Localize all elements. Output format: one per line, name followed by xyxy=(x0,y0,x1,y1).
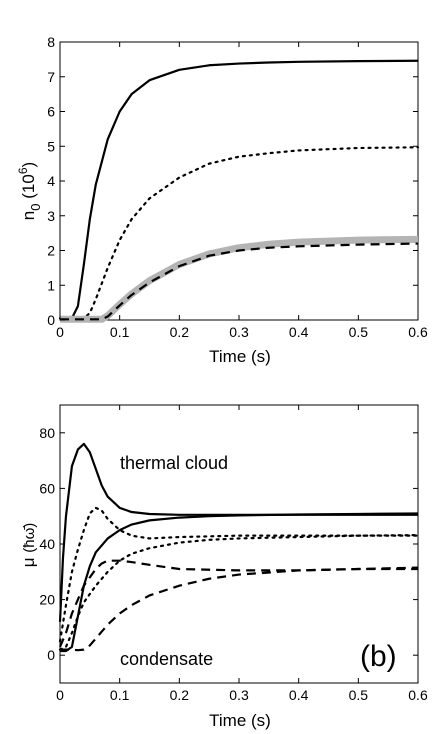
panel-a-series-dotted-1 xyxy=(58,146,420,320)
panel-b-series-solid-1 xyxy=(60,512,419,653)
annotation-thermal-cloud: thermal cloud xyxy=(120,453,228,473)
panel-b-x-tick-label: 0.2 xyxy=(170,687,190,703)
panel-a-y-label: n0 (106) xyxy=(16,162,43,220)
panel-b-series-dotted-2 xyxy=(58,506,420,643)
panel-b-x-tick-label: 0.5 xyxy=(349,687,369,703)
panel-b-plot-area: 0 0.1 0.2 0.3 0.4 0.5 0.6 0 20 40 60 80 xyxy=(39,404,428,703)
panel-a-x-tick-label: 0.6 xyxy=(408,324,428,340)
panel-b-y-label: μ (ħω̄) xyxy=(19,523,38,568)
panel-a-y-tick-label: 5 xyxy=(47,138,55,154)
panel-a-y-tick-label: 0 xyxy=(47,312,55,328)
panel-b-series-dashed-5 xyxy=(60,566,419,652)
panel-b-y-tick-label: 0 xyxy=(47,647,55,663)
panel-a-series-dashed-3 xyxy=(60,242,419,321)
panel-a-x-tick-label: 0.1 xyxy=(110,324,130,340)
panel-a-y-tick-label: 7 xyxy=(47,69,55,85)
svg-text:n0 (106): n0 (106) xyxy=(16,162,43,220)
panel-b-x-tick-label: 0.3 xyxy=(229,687,249,703)
panel-b-tag: (b) xyxy=(360,640,397,673)
panel-a-y-label-main: n xyxy=(19,211,38,220)
panel-a-y-tick-label: 3 xyxy=(47,208,55,224)
panel-a-y-label-unit: (10 xyxy=(19,174,38,199)
panel-b-x-tick-label: 0.4 xyxy=(289,687,309,703)
panel-b: 0 0.1 0.2 0.3 0.4 0.5 0.6 0 20 40 60 80 μ (ħω̄) Tim… xyxy=(19,404,428,730)
panel-b-y-tick-label: 40 xyxy=(39,536,55,552)
panel-b-x-tick-label: 0.6 xyxy=(408,687,428,703)
panel-b-y-tick-label: 80 xyxy=(39,425,55,441)
panel-a-x-tick-label: 0.4 xyxy=(289,324,309,340)
panel-b-y-label-unit: (ħω̄) xyxy=(21,523,38,553)
panel-b-y-tick-label: 20 xyxy=(39,592,55,608)
panel-b-series-dashed-4 xyxy=(58,559,418,648)
panel-a-y-tick-label: 4 xyxy=(47,173,55,189)
panel-a-x-label: Time (s) xyxy=(209,347,271,366)
panel-b-series-dotted-3 xyxy=(58,534,420,651)
panel-a-x-tick-label: 0.5 xyxy=(349,324,369,340)
panel-b-x-tick-label: 0 xyxy=(56,687,64,703)
panel-a-y-label-sub: 0 xyxy=(28,203,43,210)
panel-a-y-label-close: ) xyxy=(19,162,38,168)
panel-a-plot-area: 0 0.1 0.2 0.3 0.4 0.5 0.6 0 1 2 3 4 5 6 7 8 xyxy=(47,34,428,340)
panel-b-y-tick-label: 60 xyxy=(39,480,55,496)
panel-b-x-tick-label: 0.1 xyxy=(110,687,130,703)
panel-a-y-tick-label: 1 xyxy=(47,277,55,293)
panel-a-y-label-exp: 6 xyxy=(16,167,30,174)
panel-b-series-solid-0 xyxy=(58,442,418,622)
panel-a-frame xyxy=(59,41,419,321)
panel-a-x-tick-label: 0.2 xyxy=(170,324,190,340)
annotation-condensate: condensate xyxy=(120,649,213,669)
panel-b-y-label-main: μ xyxy=(19,557,38,567)
panel-b-x-label: Time (s) xyxy=(209,711,271,730)
panel-a-x-tick-label: 0 xyxy=(56,324,64,340)
panel-a-y-tick-label: 6 xyxy=(47,104,55,120)
panel-a-y-tick-label: 2 xyxy=(47,243,55,259)
panel-a-y-tick-label: 8 xyxy=(47,34,55,50)
svg-text:μ (ħω̄): μ (ħω̄) xyxy=(19,523,38,568)
panel-a-series-solid-0 xyxy=(60,59,419,320)
panel-a-x-tick-label: 0.3 xyxy=(229,324,249,340)
